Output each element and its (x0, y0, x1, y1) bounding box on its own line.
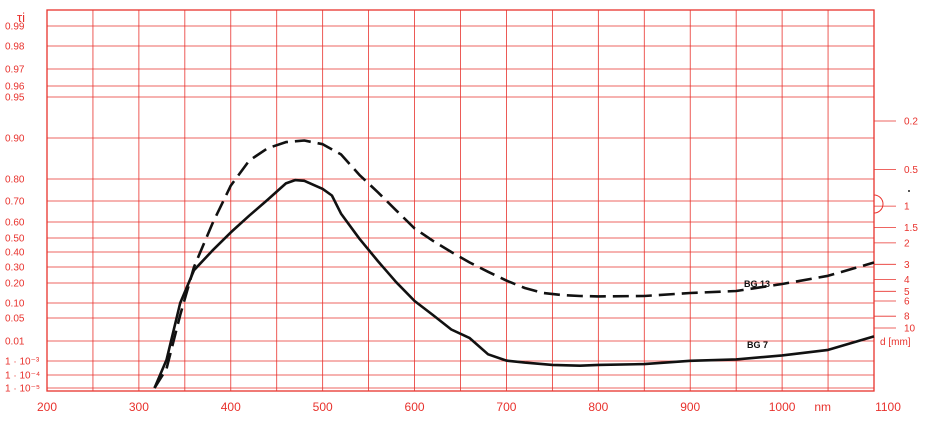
thickness-reference-marker (873, 194, 884, 214)
thickness-tick-label: 1 (904, 202, 910, 213)
x-tick-label: 800 (588, 400, 608, 414)
thickness-axis-label: d [mm] (880, 337, 911, 348)
thickness-axis: d [mm] 0.2 0.5 1 1.5 2 3 456 810 (873, 117, 918, 348)
thickness-tick-label: 4 (904, 275, 910, 286)
x-tick-label: 900 (680, 400, 700, 414)
series-group (153, 139, 875, 389)
y-tick-label: 0.98 (5, 42, 25, 53)
thickness-tick-label: 3 (904, 260, 910, 271)
y-tick-label: 0.10 (5, 299, 25, 310)
x-tick-label: 400 (221, 400, 241, 414)
y-tick-label: 0.99 (5, 22, 25, 33)
y-tick-label: 0.95 (5, 93, 25, 104)
thickness-tick-label: 1.5 (904, 223, 918, 234)
y-tick-label: 0.30 (5, 263, 25, 274)
thickness-tick-label: 8 (904, 312, 910, 323)
y-tick-label: 1 · 10⁻⁵ (5, 384, 40, 395)
y-tick-label: 0.60 (5, 218, 25, 229)
reference-dot (908, 190, 910, 192)
y-axis-label: τi (17, 10, 25, 25)
x-tick-label: 200 (37, 400, 57, 414)
series-label: BG 13 (744, 279, 770, 289)
thickness-tick-label: 6 (904, 296, 910, 307)
x-tick-label: 1100 (875, 400, 901, 414)
x-tick-label: 1000 (769, 400, 796, 414)
y-tick-label: 1 · 10⁻³ (5, 357, 40, 368)
x-tick-label: 700 (496, 400, 516, 414)
y-tick-label: 0.97 (5, 65, 25, 76)
x-tick-label: 300 (129, 400, 149, 414)
x-tick-label: 500 (313, 400, 333, 414)
thickness-tick-label: 10 (904, 324, 916, 335)
series-line-bg-13 (153, 139, 875, 389)
thickness-tick-label: 0.5 (904, 165, 918, 176)
series-line-bg-7 (153, 178, 875, 389)
y-tick-label: 0.90 (5, 134, 25, 145)
y-axis: τi 0.99 0.98 0.97 0.960.95 0.90 0.80 0.70 0.60 0… (5, 10, 40, 395)
y-tick-label: 0.05 (5, 314, 25, 325)
thickness-tick-label: 2 (904, 238, 910, 249)
y-tick-label: 0.80 (5, 175, 25, 186)
series-labels: BG 13 BG 7 (744, 279, 770, 350)
y-tick-label: 0.96 (5, 82, 25, 93)
y-tick-label: 0.50 (5, 234, 25, 245)
y-tick-label: 0.40 (5, 248, 25, 259)
series-label: BG 7 (747, 340, 768, 350)
y-tick-label: 1 · 10⁻⁴ (5, 371, 40, 382)
thickness-tick-label: 5 (904, 287, 910, 298)
y-tick-label: 0.20 (5, 279, 25, 290)
x-axis-unit-label: nm (814, 400, 831, 414)
thickness-tick-label: 0.2 (904, 117, 918, 128)
x-axis: nm 200 300 400 500 600 700 800 900 1000 1100 (37, 400, 901, 414)
y-tick-label: 0.01 (5, 337, 25, 348)
y-tick-label: 0.70 (5, 197, 25, 208)
grid (46, 9, 875, 392)
x-tick-label: 600 (405, 400, 425, 414)
